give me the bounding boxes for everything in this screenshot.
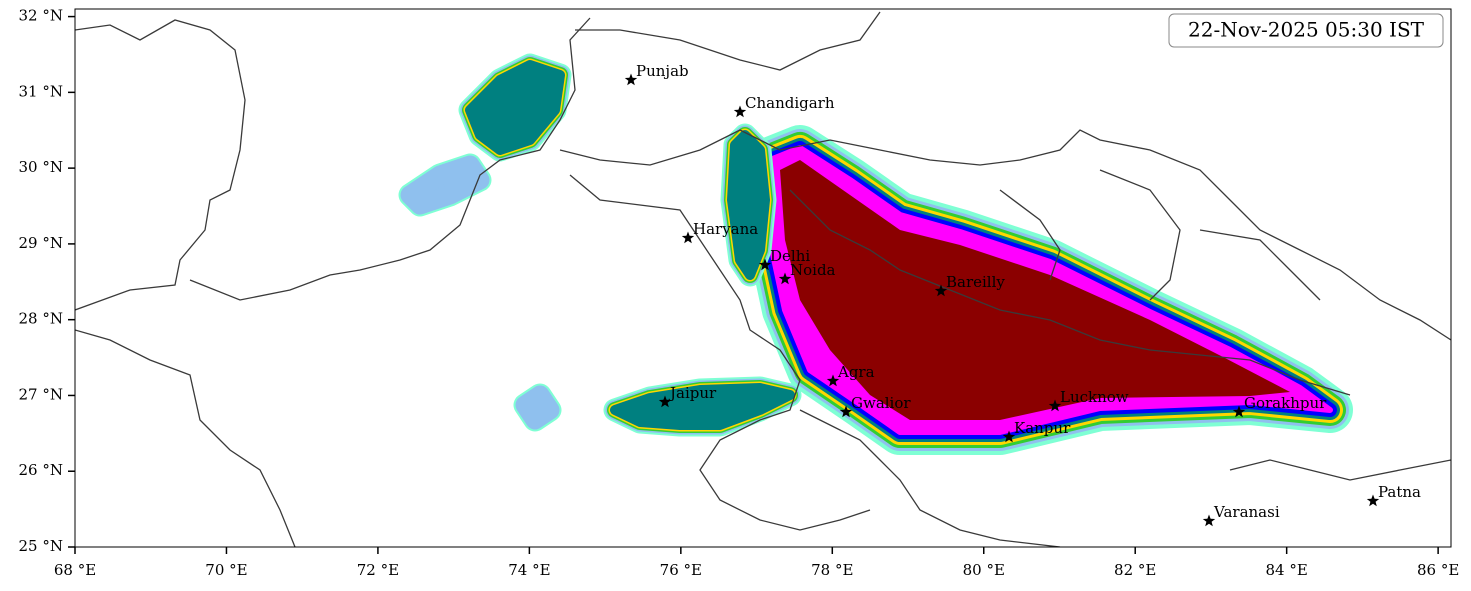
city-marker	[839, 405, 853, 418]
city-marker	[1202, 514, 1216, 527]
city-label: Gorakhpur	[1244, 394, 1327, 412]
city-marker	[1002, 430, 1016, 443]
city-marker	[658, 395, 672, 408]
axes: 68 °E 70 °E 72 °E 74 °E 76 °E 78 °E 80 °E 82 °E…	[19, 7, 1460, 579]
city-label: Kanpur	[1014, 419, 1071, 437]
x-tick-label: 68 °E	[54, 561, 96, 579]
y-tick-label: 28 °N	[19, 310, 63, 328]
border	[779, 129, 1451, 341]
x-tick-label: 78 °E	[811, 561, 853, 579]
border	[559, 129, 781, 166]
city-marker	[1048, 399, 1062, 412]
y-tick-label: 26 °N	[19, 461, 63, 479]
city-label: Bareilly	[946, 273, 1005, 291]
border	[75, 329, 296, 547]
fog-layer	[398, 53, 1353, 455]
y-tick-label: 29 °N	[19, 234, 63, 252]
border	[75, 19, 246, 311]
fog-band	[515, 385, 560, 430]
border	[569, 174, 871, 531]
fog-band	[727, 130, 770, 280]
frame	[74, 8, 1452, 548]
border	[575, 11, 881, 71]
x-tick-label: 82 °E	[1114, 561, 1156, 579]
borders	[75, 11, 1451, 547]
x-tick-label: 84 °E	[1266, 561, 1308, 579]
city-label: Patna	[1378, 483, 1421, 501]
city-marker	[778, 272, 792, 285]
city-label: Gwalior	[851, 394, 911, 412]
city-marker	[934, 284, 948, 297]
fog-core	[780, 160, 1290, 420]
fog-band	[465, 60, 565, 155]
city-marker	[826, 374, 840, 387]
city-marker	[758, 258, 772, 271]
x-tick-label: 72 °E	[357, 561, 399, 579]
x-tick-label: 74 °E	[508, 561, 550, 579]
timestamp-box	[1168, 13, 1444, 48]
city-label: Varanasi	[1213, 503, 1280, 521]
city-label: Noida	[790, 261, 836, 279]
fog-band	[400, 155, 490, 215]
x-tick-label: 86 °E	[1417, 561, 1459, 579]
border	[999, 169, 1321, 301]
city-label: Lucknow	[1060, 388, 1129, 406]
y-tick-label: 31 °N	[19, 82, 63, 100]
y-tick-label: 25 °N	[19, 537, 63, 555]
city-marker	[1232, 405, 1246, 418]
city-label: Punjab	[636, 62, 689, 80]
y-tick-label: 32 °N	[19, 7, 63, 25]
city-label: Haryana	[693, 220, 758, 238]
timestamp: 22-Nov-2025 05:30 IST	[1188, 18, 1425, 42]
x-tick-label: 70 °E	[205, 561, 247, 579]
city-marker	[1366, 494, 1380, 507]
border	[1229, 459, 1451, 481]
x-tick-label: 76 °E	[660, 561, 702, 579]
x-tick-label: 80 °E	[963, 561, 1005, 579]
city-label: Chandigarh	[745, 94, 835, 112]
city-marker	[624, 73, 638, 86]
border	[799, 409, 1061, 547]
city-marker	[733, 105, 747, 118]
fog-band	[610, 383, 795, 430]
y-tick-label: 27 °N	[19, 385, 63, 403]
border	[789, 189, 1351, 396]
city-label: Delhi	[770, 247, 810, 265]
border	[189, 17, 591, 301]
city-label: Jaipur	[668, 384, 717, 402]
y-tick-label: 30 °N	[19, 158, 63, 176]
city-marker	[681, 231, 695, 244]
city-label: Agra	[837, 363, 875, 381]
